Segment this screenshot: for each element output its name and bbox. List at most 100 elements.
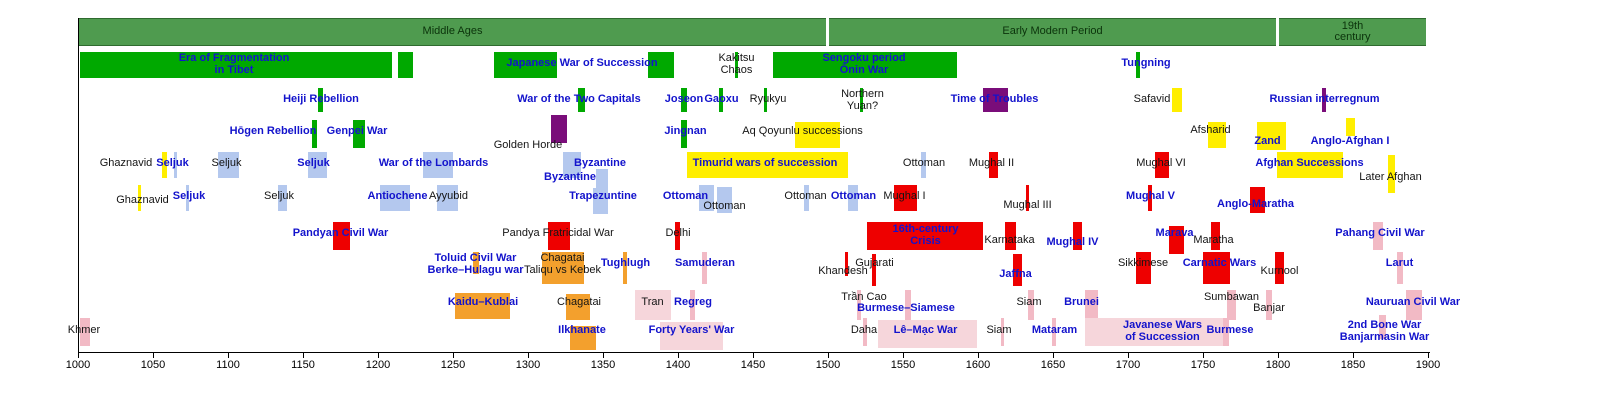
axis-tick	[153, 352, 154, 358]
timeline-link-label[interactable]: Japanese War of Succession	[506, 57, 658, 69]
timeline-link-label[interactable]: Nauruan Civil War	[1365, 296, 1461, 308]
timeline-label: Safavid	[1133, 93, 1171, 105]
axis-tick-label: 1450	[740, 359, 766, 371]
timeline-label: Karnataka	[984, 234, 1035, 246]
timeline-link-label[interactable]: Burmese–Siamese	[857, 302, 955, 314]
timeline-link-label[interactable]: Carnatic Wars	[1182, 257, 1257, 269]
timeline-bar	[1084, 318, 1223, 346]
axis-tick	[678, 352, 679, 358]
timeline-bar	[541, 252, 584, 284]
timeline-link-label[interactable]: Anglo-Maratha	[1217, 198, 1294, 210]
timeline-link-label[interactable]: Toluid Civil War Berke–Hulagu war	[427, 252, 524, 276]
timeline-link-label[interactable]: Ottoman	[830, 190, 877, 202]
timeline-link-label[interactable]: Timurid wars of succession	[692, 157, 838, 169]
axis-tick	[1128, 352, 1129, 358]
timeline-bar	[397, 52, 413, 78]
timeline-bar	[1276, 152, 1343, 178]
timeline-link-label[interactable]: Samuderan	[675, 257, 735, 269]
timeline-link-label[interactable]: Joseon	[664, 93, 704, 105]
axis-tick-label: 1350	[590, 359, 616, 371]
timeline-link-label[interactable]: Era of Fragmentation in Tibet	[178, 52, 290, 76]
timeline-link-label[interactable]: Jingnan	[664, 125, 707, 137]
timeline-link-label[interactable]: Forty Years' War	[648, 324, 735, 336]
timeline-bar	[687, 152, 848, 178]
timeline-link-label[interactable]: Pahang Civil War	[1335, 227, 1425, 239]
timeline-bar	[795, 122, 840, 148]
timeline-bar	[550, 115, 567, 143]
timeline-label: Seljuk	[264, 190, 294, 202]
timeline-link-label[interactable]: Brunei	[1064, 296, 1099, 308]
timeline-link-label[interactable]: Afghan Successions	[1255, 157, 1364, 169]
timeline-bar	[454, 293, 510, 319]
timeline-link-label[interactable]: Regreg	[674, 296, 712, 308]
timeline-link-label[interactable]: Marava	[1155, 227, 1194, 239]
timeline-link-label[interactable]: Jaffna	[999, 268, 1032, 280]
timeline-link-label[interactable]: Kaidu–Kublai	[447, 296, 519, 308]
axis-line	[78, 352, 1430, 353]
timeline-link-label[interactable]: Sengoku period Ōnin War	[822, 52, 906, 76]
timeline-link-label[interactable]: War of the Lombards	[378, 157, 489, 169]
timeline-bar	[1257, 122, 1286, 150]
timeline-link-label[interactable]: Antiochene	[367, 190, 428, 202]
timeline-link-label[interactable]: Seljuk	[172, 190, 206, 202]
timeline-label: Siam	[986, 324, 1012, 336]
timeline-link-label[interactable]: Ilkhanate	[558, 324, 606, 336]
axis-tick-label: 1850	[1340, 359, 1366, 371]
timeline-link-label[interactable]: Seljuk	[156, 157, 189, 169]
timeline-bar	[1345, 118, 1355, 136]
timeline-link-label[interactable]: Zand	[1254, 135, 1281, 147]
timeline-link-label[interactable]: Anglo-Afghan I	[1310, 135, 1390, 147]
timeline-link-label[interactable]: Heiji Rebellion	[283, 93, 359, 105]
timeline-link-label[interactable]: Pandyan Civil War	[292, 227, 389, 239]
timeline-bar	[844, 252, 848, 276]
timeline-link-label[interactable]: 16th-century Crisis	[892, 223, 959, 247]
timeline-bar	[1005, 222, 1016, 250]
timeline-link-label[interactable]: Genpei War	[326, 125, 388, 137]
timeline-link-label[interactable]: Trapezuntine	[569, 190, 637, 202]
timeline-label: Ayyubid	[429, 190, 468, 202]
timeline-link-label[interactable]: Burmese	[1206, 324, 1254, 336]
axis-tick	[1428, 352, 1429, 358]
timeline-bar	[570, 326, 596, 350]
timeline-label: Ottoman	[784, 190, 827, 202]
timeline-link-label[interactable]: 2nd Bone War Banjarmasin War	[1339, 319, 1430, 343]
timeline-link-label[interactable]: Larut	[1385, 257, 1414, 269]
axis-tick	[1353, 352, 1354, 358]
timeline-link-label[interactable]: Byzantine	[544, 171, 596, 183]
timeline-bar	[423, 152, 453, 178]
timeline-bar	[1210, 222, 1220, 250]
timeline-label: Mughal II	[968, 157, 1015, 169]
timeline-link-label[interactable]: Mughal IV	[1046, 236, 1099, 248]
era-label: Early Modern Period	[1002, 25, 1103, 38]
timeline-bar	[1027, 290, 1034, 320]
timeline-link-label[interactable]: Time of Troubles	[950, 93, 1039, 105]
timeline-link-label[interactable]: Seljuk	[297, 157, 330, 169]
timeline-bar	[904, 290, 911, 320]
timeline-link-label[interactable]: Mughal V	[1126, 190, 1175, 202]
timeline-link-label[interactable]: Hōgen Rebellion	[229, 125, 317, 137]
timeline-link-label[interactable]: Russian interregnum	[1269, 93, 1380, 105]
timeline-link-label[interactable]: Ottoman	[662, 190, 709, 202]
timeline-bar	[1405, 290, 1422, 320]
timeline-link-label[interactable]: Tungning	[1121, 57, 1171, 69]
timeline-link-label[interactable]: Lê–Mạc War	[893, 324, 958, 336]
timeline-bar	[867, 222, 983, 250]
timeline-label: Delhi	[665, 227, 691, 239]
timeline-bar	[472, 252, 479, 274]
timeline-link-label[interactable]: War of the Two Capitals	[517, 93, 641, 105]
axis-tick-label: 1750	[1190, 359, 1216, 371]
timeline-label: Gujarati	[855, 257, 894, 269]
timeline-link-label[interactable]: Tughlugh	[600, 257, 651, 269]
timeline-link-label[interactable]: Mataram	[1031, 324, 1078, 336]
timeline-label: Sikkimese	[1117, 257, 1169, 269]
timeline-link-label[interactable]: Byzantine	[574, 157, 626, 169]
timeline-label: Siam	[1016, 296, 1042, 308]
axis-tick-label: 1250	[440, 359, 466, 371]
axis-tick-label: 1600	[965, 359, 991, 371]
timeline-link-label[interactable]: Javanese Wars of Succession	[1122, 319, 1203, 343]
timeline-link-label[interactable]: Gaoxu	[704, 93, 739, 105]
timeline-bar	[565, 294, 590, 320]
axis-tick-label: 1400	[665, 359, 691, 371]
timeline-label: Golden Horde	[493, 139, 563, 151]
